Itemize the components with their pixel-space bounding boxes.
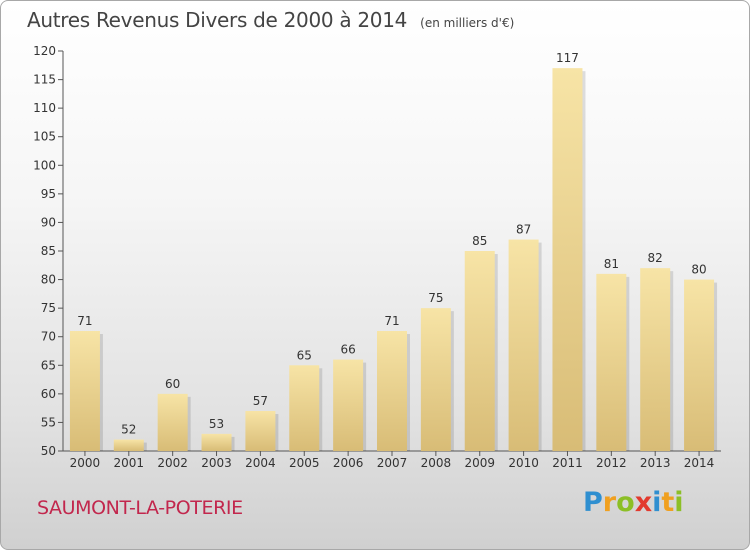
bar (640, 268, 671, 451)
y-tick-label: 70 (41, 330, 56, 344)
y-tick-label: 55 (41, 415, 56, 429)
y-tick-label: 120 (33, 44, 56, 58)
y-tick-label: 105 (33, 130, 56, 144)
bar-value-label: 65 (297, 348, 312, 362)
y-tick-label: 95 (41, 187, 56, 201)
bar-value-label: 60 (165, 377, 180, 391)
logo-letter: r (602, 487, 617, 518)
bar (552, 68, 583, 452)
bar (333, 359, 364, 451)
x-tick-label: 2014 (684, 456, 715, 470)
x-tick-label: 2004 (245, 456, 276, 470)
x-tick-label: 2005 (289, 456, 320, 470)
y-tick-label: 100 (33, 158, 56, 172)
y-tick-label: 90 (41, 215, 56, 229)
bar (684, 279, 715, 451)
bar (377, 331, 407, 451)
bar (69, 331, 100, 451)
y-tick-label: 85 (41, 244, 56, 258)
y-tick-label: 75 (41, 301, 56, 315)
town-name: SAUMONT-LA-POTERIE (37, 497, 243, 519)
x-tick-label: 2002 (157, 456, 188, 470)
y-tick-label: 80 (41, 273, 56, 287)
logo-letter: i (674, 487, 684, 518)
bar-value-label: 85 (472, 234, 487, 248)
x-tick-label: 2006 (333, 456, 364, 470)
bar-value-label: 71 (384, 314, 399, 328)
x-tick-label: 2010 (508, 456, 539, 470)
logo-letter: o (616, 487, 635, 518)
bar-value-label: 82 (648, 251, 663, 265)
logo-letter: i (652, 487, 662, 518)
logo-letter: x (634, 487, 653, 518)
bar-value-label: 71 (77, 314, 92, 328)
x-tick-label: 2003 (201, 456, 232, 470)
bar-value-label: 87 (516, 223, 531, 237)
bar-value-label: 117 (556, 51, 579, 65)
x-tick-label: 2012 (596, 456, 627, 470)
chart-title: Autres Revenus Divers de 2000 à 2014 (en… (27, 8, 514, 32)
y-tick-label: 110 (33, 101, 56, 115)
proxiti-logo: Proxiti (583, 487, 684, 518)
bar (201, 433, 232, 451)
bar-value-label: 66 (340, 343, 355, 357)
bar (464, 251, 495, 451)
bar (596, 273, 627, 451)
logo-letter: t (661, 487, 675, 518)
bar (113, 439, 144, 451)
bar (289, 365, 320, 451)
bar-value-label: 75 (428, 291, 443, 305)
logo-letter: P (583, 487, 603, 518)
bar-value-label: 80 (691, 263, 706, 277)
bar-value-label: 57 (253, 394, 268, 408)
title-text: Autres Revenus Divers de 2000 à 2014 (27, 8, 408, 32)
x-tick-label: 2013 (640, 456, 671, 470)
y-tick-label: 65 (41, 358, 56, 372)
y-tick-label: 60 (41, 387, 56, 401)
bar (420, 308, 451, 451)
y-tick-label: 50 (41, 444, 56, 458)
x-tick-label: 2011 (552, 456, 583, 470)
bar (508, 239, 539, 451)
title-unit: (en milliers d'€) (420, 16, 515, 30)
y-tick-label: 115 (33, 73, 56, 87)
bar-value-label: 81 (604, 257, 619, 271)
x-tick-label: 2008 (421, 456, 452, 470)
bar (157, 393, 188, 451)
bar-value-label: 52 (121, 423, 136, 437)
bar (245, 411, 276, 451)
bar-value-label: 53 (209, 417, 224, 431)
x-tick-label: 2009 (464, 456, 495, 470)
x-tick-label: 2001 (114, 456, 145, 470)
x-tick-label: 2007 (377, 456, 408, 470)
x-tick-label: 2000 (70, 456, 101, 470)
